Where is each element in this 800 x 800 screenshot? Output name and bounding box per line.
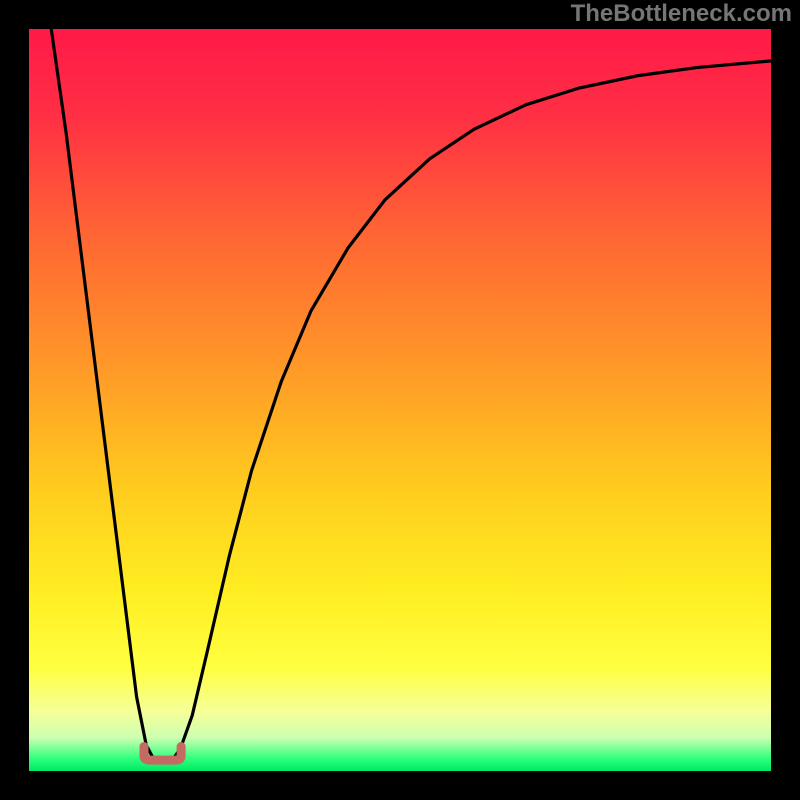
watermark-text: TheBottleneck.com (571, 2, 792, 26)
chart-container: TheBottleneck.com (0, 0, 800, 800)
bottleneck-chart (0, 0, 800, 800)
chart-plot-area (29, 29, 771, 771)
